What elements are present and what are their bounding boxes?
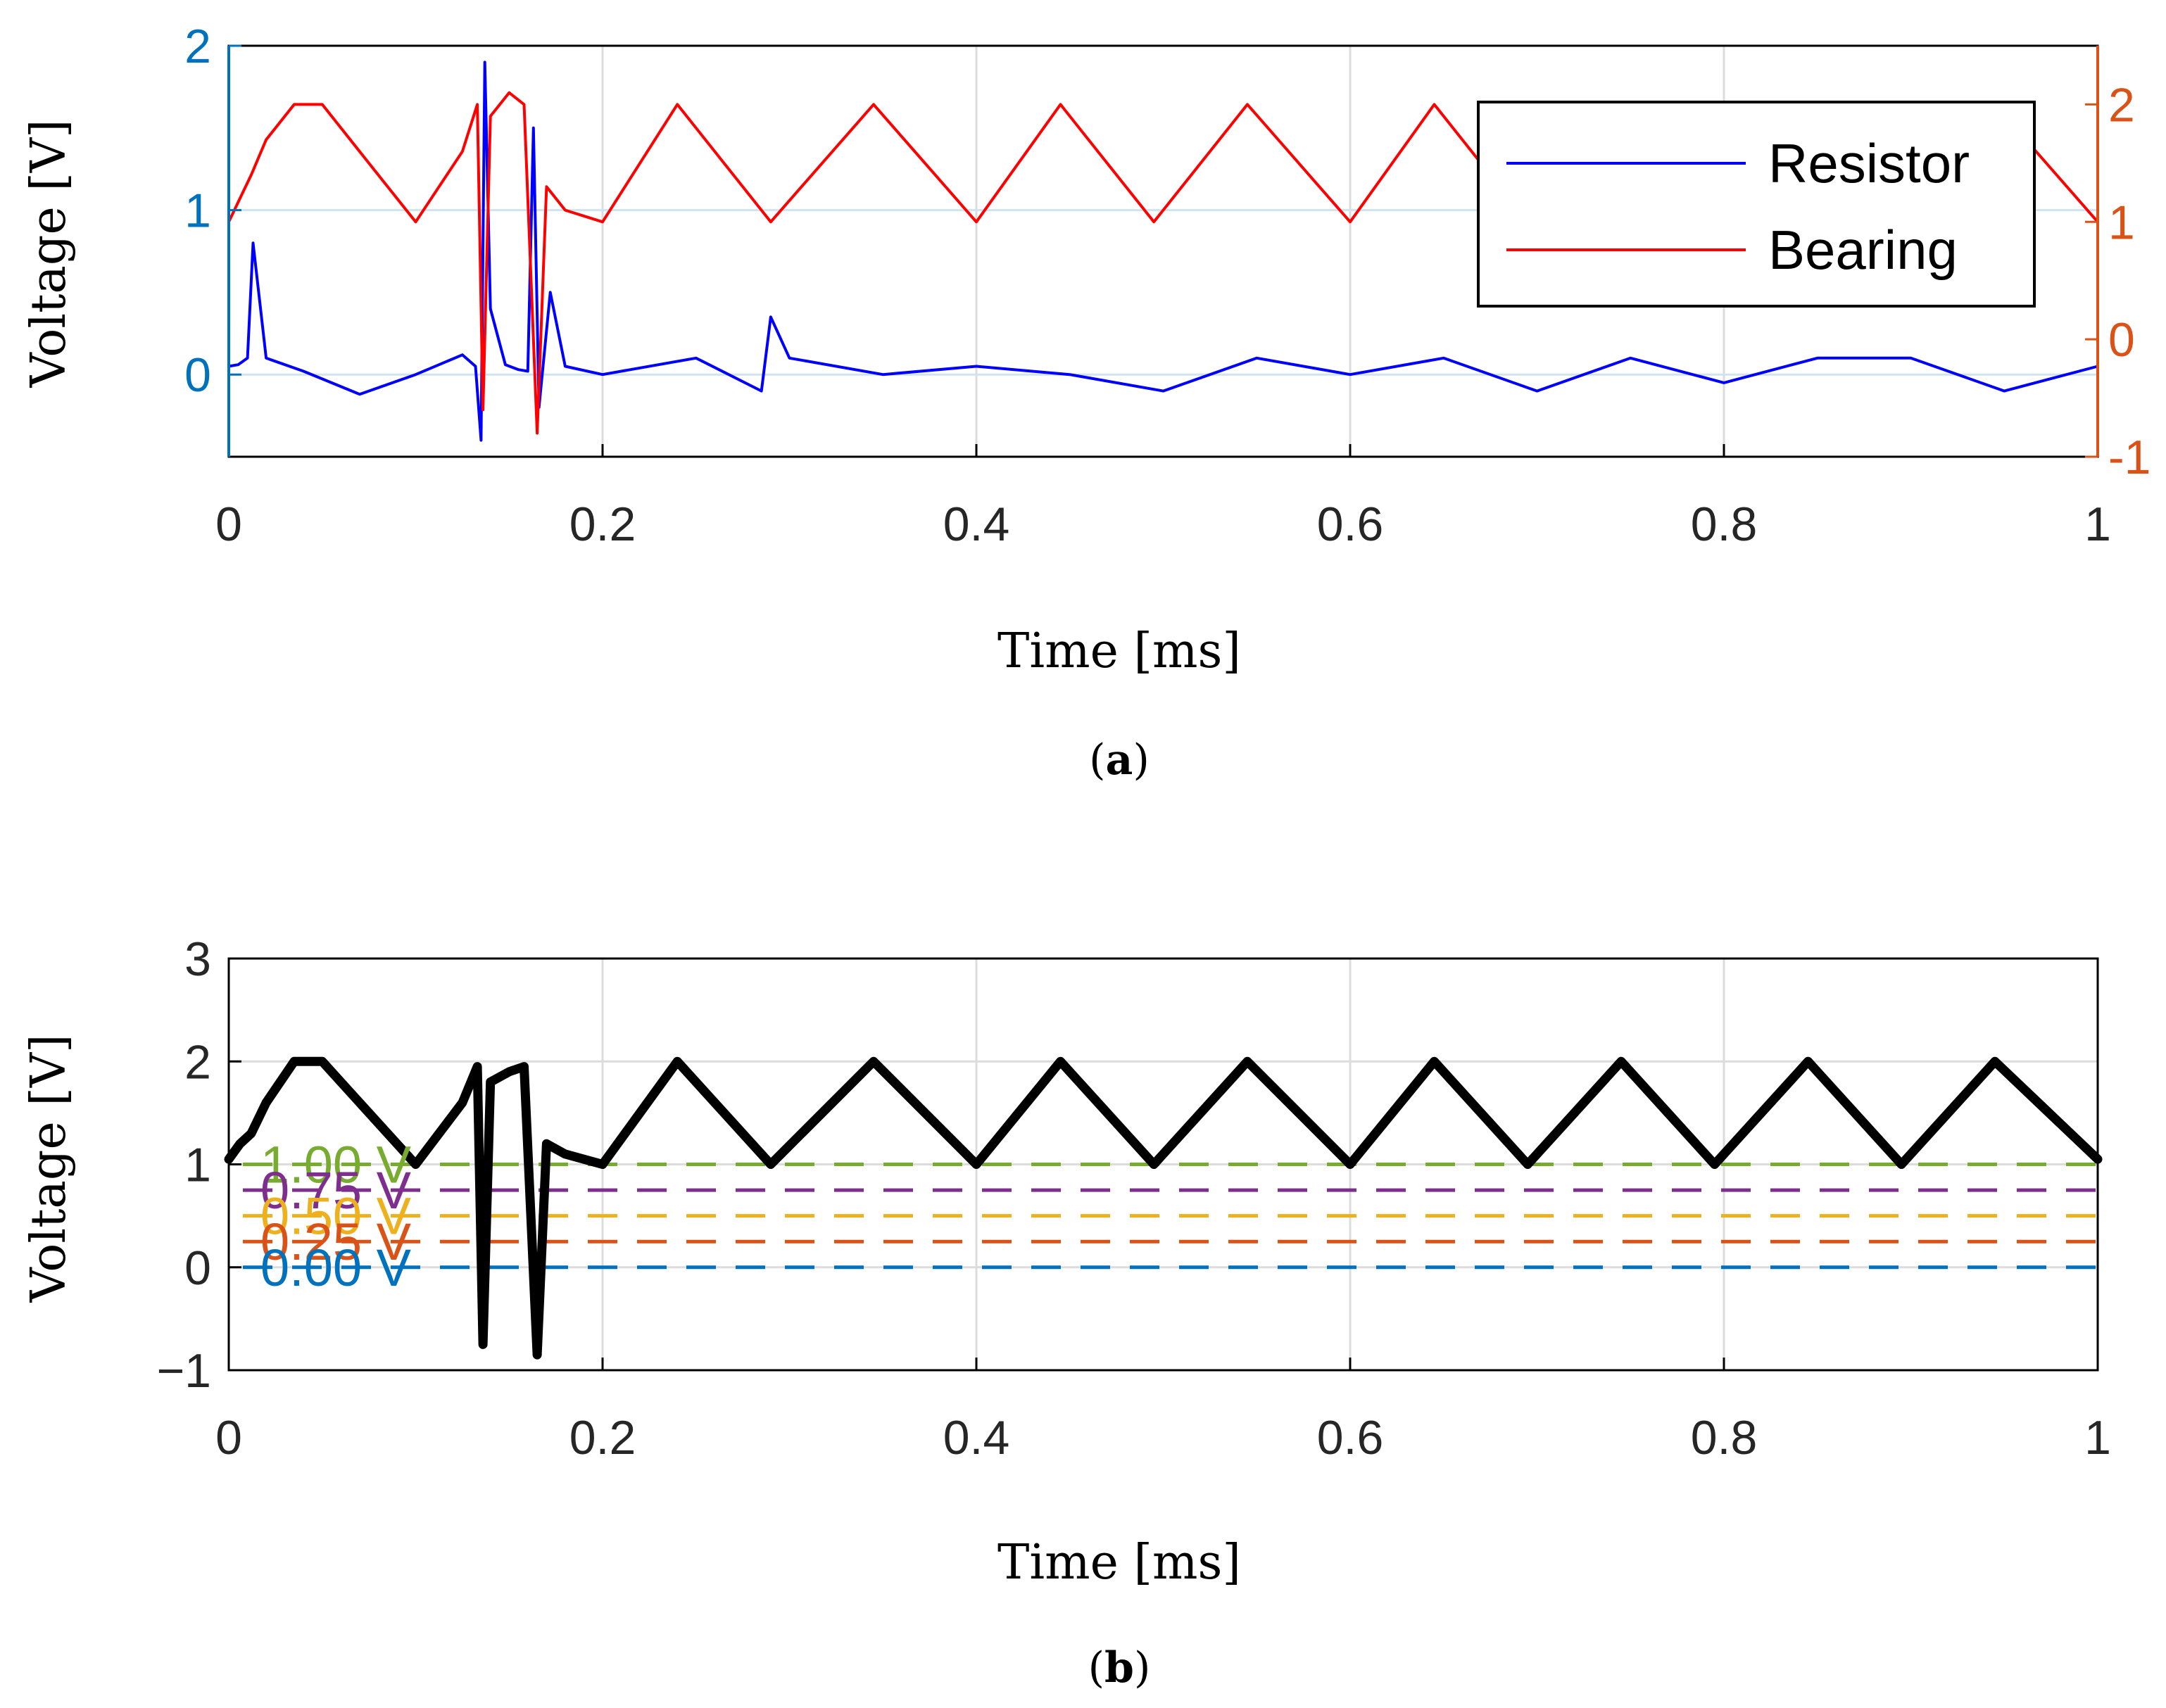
panel-a-y-tick-label-right: 2 bbox=[2108, 78, 2135, 132]
panel-b-y-ticks: 3 2 1 0 −1 bbox=[156, 932, 241, 1398]
panel-b-y-tick-label: 2 bbox=[184, 1035, 211, 1089]
panel-b-caption: (b) bbox=[1088, 1643, 1151, 1693]
panel-b-threshold-labels: 1.00 V0.75 V0.50 V0.25 V0.00 V bbox=[260, 1136, 412, 1297]
panel-b-caption-letter: b bbox=[1104, 1643, 1134, 1693]
threshold-label-1: 0.75 V bbox=[260, 1161, 412, 1220]
panel-b-y-tick-label: −1 bbox=[156, 1344, 211, 1398]
panel-b-y-axis-label: Voltage [V] bbox=[21, 1035, 77, 1303]
panel-b-x-tick-label: 0.8 bbox=[1691, 1411, 1758, 1465]
panel-a-x-tick-label: 0 bbox=[215, 498, 242, 551]
panel-b: 1.00 V0.75 V0.50 V0.25 V0.00 V 0 0.2 0.4 0.… bbox=[21, 932, 2111, 1693]
panel-a-y-tick-label-left: 1 bbox=[184, 184, 211, 238]
panel-a-y-ticks-right: -1 0 1 2 bbox=[2085, 78, 2151, 484]
legend-label-bearing: Bearing bbox=[1768, 219, 1958, 281]
panel-a-y-ticks-left: 0 1 2 bbox=[184, 20, 241, 402]
threshold-label-4: 0.00 V bbox=[260, 1239, 412, 1297]
panel-b-y-tick-label: 1 bbox=[184, 1139, 211, 1192]
panel-a: 0 0.2 0.4 0.6 0.8 1 0 1 2 -1 0 1 2 Resistor Bearin… bbox=[21, 20, 2151, 785]
panel-a-x-tick-label: 0.6 bbox=[1317, 498, 1384, 551]
panel-a-caption-letter: a bbox=[1106, 735, 1133, 785]
panel-b-series bbox=[224, 1056, 2103, 1360]
panel-a-caption: (a) bbox=[1089, 735, 1150, 785]
panel-b-x-tick-label: 0.2 bbox=[569, 1411, 636, 1465]
series-line-0 bbox=[228, 61, 2098, 442]
threshold-label-2: 0.50 V bbox=[260, 1187, 412, 1246]
panel-a-x-ticks: 0 0.2 0.4 0.6 0.8 1 bbox=[215, 444, 2111, 551]
panel-a-y-tick-label-right: 1 bbox=[2108, 196, 2135, 249]
panel-b-x-tick-label: 0.4 bbox=[943, 1411, 1010, 1465]
legend-box bbox=[1477, 101, 2036, 308]
legend-label-resistor: Resistor bbox=[1768, 132, 1970, 194]
panel-a-y-tick-label-right: 0 bbox=[2108, 313, 2135, 367]
panel-b-y-tick-label: 3 bbox=[184, 932, 211, 986]
threshold-label-0: 1.00 V bbox=[260, 1136, 412, 1194]
legend: Resistor Bearing bbox=[1477, 101, 2036, 308]
panel-a-y-axis-label: Voltage [V] bbox=[21, 120, 77, 388]
panel-b-x-ticks: 0 0.2 0.4 0.6 0.8 1 bbox=[215, 1358, 2111, 1465]
panel-b-y-tick-label: 0 bbox=[184, 1241, 211, 1295]
panel-b-series-line-0 bbox=[224, 1056, 2103, 1360]
panel-a-x-tick-label: 1 bbox=[2084, 498, 2111, 551]
panel-a-x-tick-label: 0.4 bbox=[943, 498, 1010, 551]
panel-a-x-axis-label: Time [ms] bbox=[997, 624, 1241, 679]
panel-a-y-tick-label-left: 0 bbox=[184, 348, 211, 402]
panel-a-y-tick-label-right: -1 bbox=[2108, 431, 2151, 484]
panel-a-x-tick-label: 0.2 bbox=[569, 498, 636, 551]
panel-b-x-axis-label: Time [ms] bbox=[997, 1535, 1241, 1590]
panel-a-x-tick-label: 0.8 bbox=[1691, 498, 1758, 551]
panel-b-x-tick-label: 1 bbox=[2084, 1411, 2111, 1465]
panel-b-x-tick-label: 0.6 bbox=[1317, 1411, 1384, 1465]
threshold-label-3: 0.25 V bbox=[260, 1213, 412, 1271]
panel-b-threshold-lines bbox=[243, 1163, 2098, 1270]
panel-b-x-tick-label: 0 bbox=[215, 1411, 242, 1465]
panel-a-y-tick-label-left: 2 bbox=[184, 20, 211, 73]
